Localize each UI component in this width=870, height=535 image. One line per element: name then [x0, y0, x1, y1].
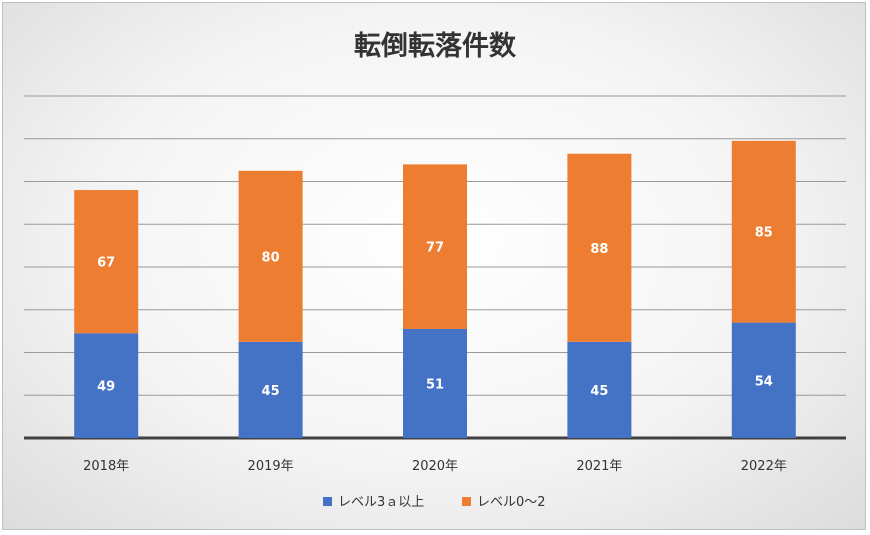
bar-segment-level0-2 [238, 170, 303, 342]
x-tick-label: 2018年 [83, 459, 129, 474]
bar-segment-level0-2 [731, 140, 796, 323]
chart-title: 転倒転落件数 [354, 31, 517, 62]
data-label: 80 [262, 250, 280, 265]
data-label: 45 [590, 384, 608, 399]
data-label: 67 [97, 256, 115, 271]
legend-swatch [323, 497, 332, 506]
bar-segment-level0-2 [567, 153, 632, 342]
data-label: 45 [262, 384, 280, 399]
data-label: 51 [426, 377, 444, 392]
x-tick-label: 2020年 [412, 459, 458, 474]
data-label: 54 [755, 374, 773, 389]
bar-segment-level3a [74, 333, 139, 438]
legend-entry: レベル0〜2 [477, 495, 546, 510]
bar-segment-level0-2 [403, 164, 467, 329]
bar-segment-level3a [403, 328, 467, 438]
bar-segment-level3a [567, 341, 632, 438]
bar-segment-level0-2 [74, 190, 139, 334]
legend[interactable]: レベル3ａ以上 レベル0〜2 [323, 495, 546, 510]
legend-swatch [462, 497, 471, 506]
data-label: 77 [426, 241, 444, 256]
bar-segment-level3a [731, 322, 796, 438]
bars: 49 67 45 80 51 77 45 88 54 85 [74, 140, 796, 438]
x-axis-ticks: 2018年 2019年 2020年 2021年 2022年 [83, 459, 787, 474]
data-label: 49 [97, 380, 115, 395]
data-label: 88 [590, 242, 608, 257]
x-tick-label: 2021年 [576, 459, 622, 474]
legend-entry: レベル3ａ以上 [338, 495, 424, 510]
x-tick-label: 2019年 [248, 459, 294, 474]
data-label: 85 [755, 226, 773, 241]
bar-segment-level3a [238, 341, 303, 438]
x-tick-label: 2022年 [741, 459, 787, 474]
